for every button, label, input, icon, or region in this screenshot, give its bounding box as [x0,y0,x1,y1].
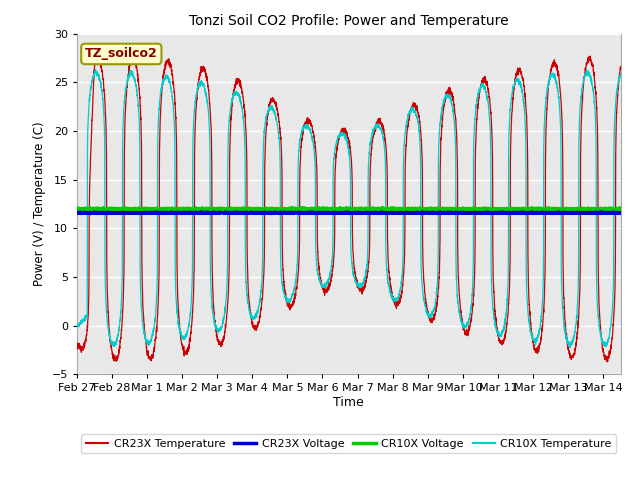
Legend: CR23X Temperature, CR23X Voltage, CR10X Voltage, CR10X Temperature: CR23X Temperature, CR23X Voltage, CR10X … [81,434,616,454]
Y-axis label: Power (V) / Temperature (C): Power (V) / Temperature (C) [33,122,46,286]
Text: TZ_soilco2: TZ_soilco2 [85,48,157,60]
Title: Tonzi Soil CO2 Profile: Power and Temperature: Tonzi Soil CO2 Profile: Power and Temper… [189,14,509,28]
X-axis label: Time: Time [333,396,364,409]
